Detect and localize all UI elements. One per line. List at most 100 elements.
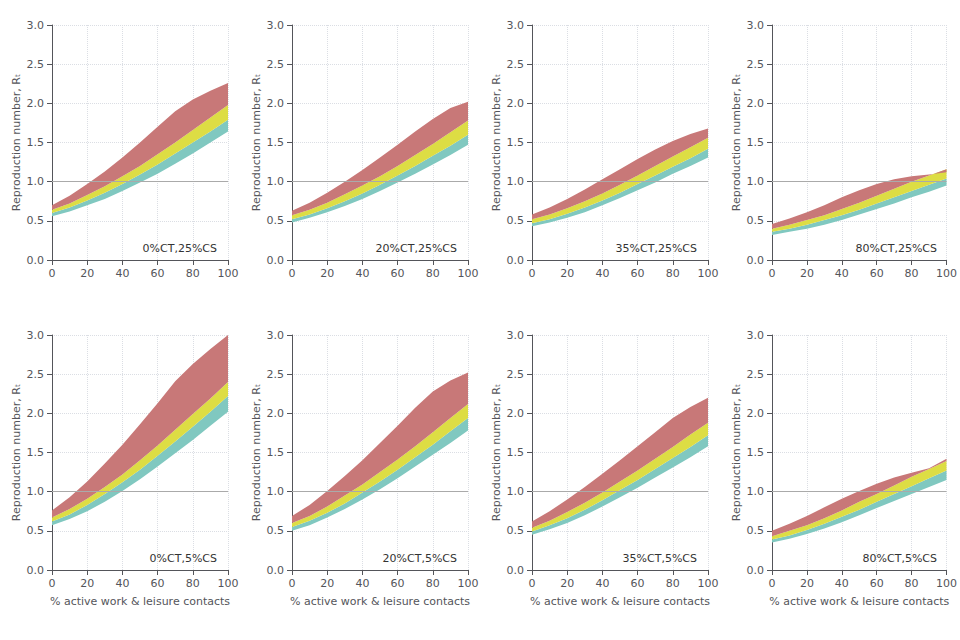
svg-text:1.0: 1.0: [27, 175, 45, 188]
svg-text:0.5: 0.5: [747, 524, 765, 537]
svg-text:0.0: 0.0: [27, 254, 45, 267]
svg-text:Reproduction number, Rₜ: Reproduction number, Rₜ: [730, 74, 743, 211]
svg-text:2.0: 2.0: [27, 97, 45, 110]
svg-text:0.0: 0.0: [27, 564, 45, 577]
svg-text:0%CT,5%CS: 0%CT,5%CS: [150, 552, 217, 565]
svg-text:0: 0: [49, 267, 56, 280]
svg-text:20%CT,5%CS: 20%CT,5%CS: [383, 552, 457, 565]
svg-text:2.0: 2.0: [267, 407, 285, 420]
svg-text:1.5: 1.5: [27, 136, 45, 149]
svg-text:% active work & leisure contac: % active work & leisure contacts: [290, 595, 470, 608]
svg-text:100: 100: [218, 577, 239, 590]
svg-text:1.5: 1.5: [507, 446, 525, 459]
svg-text:0.0: 0.0: [747, 564, 765, 577]
svg-text:1.5: 1.5: [27, 446, 45, 459]
svg-text:0.5: 0.5: [27, 214, 45, 227]
svg-text:100: 100: [936, 577, 957, 590]
svg-text:2.0: 2.0: [27, 407, 45, 420]
svg-text:2.5: 2.5: [267, 368, 285, 381]
svg-text:2.0: 2.0: [267, 97, 285, 110]
svg-text:Reproduction number, Rₜ: Reproduction number, Rₜ: [490, 74, 503, 211]
svg-text:3.0: 3.0: [747, 19, 765, 32]
svg-text:1.5: 1.5: [267, 446, 285, 459]
svg-text:20: 20: [80, 577, 94, 590]
svg-text:100: 100: [458, 267, 479, 280]
svg-text:80: 80: [186, 577, 200, 590]
svg-text:0: 0: [289, 267, 296, 280]
svg-text:1.0: 1.0: [507, 485, 525, 498]
svg-text:2.5: 2.5: [267, 58, 285, 71]
svg-text:0.0: 0.0: [507, 564, 525, 577]
svg-text:0: 0: [529, 577, 536, 590]
svg-text:100: 100: [936, 267, 957, 280]
svg-text:60: 60: [151, 577, 165, 590]
svg-text:40: 40: [115, 577, 129, 590]
svg-text:2.5: 2.5: [747, 368, 765, 381]
svg-text:20: 20: [320, 577, 334, 590]
svg-text:20: 20: [80, 267, 94, 280]
svg-text:0.0: 0.0: [267, 564, 285, 577]
svg-text:0: 0: [529, 267, 536, 280]
svg-text:40: 40: [115, 267, 129, 280]
svg-text:80: 80: [666, 577, 680, 590]
svg-text:1.0: 1.0: [27, 485, 45, 498]
svg-text:Reproduction number, Rₜ: Reproduction number, Rₜ: [10, 74, 23, 211]
svg-text:0.0: 0.0: [747, 254, 765, 267]
svg-text:0.5: 0.5: [507, 214, 525, 227]
svg-text:1.5: 1.5: [507, 136, 525, 149]
svg-text:80: 80: [905, 267, 919, 280]
svg-text:3.0: 3.0: [267, 19, 285, 32]
svg-text:80: 80: [666, 267, 680, 280]
svg-text:2.5: 2.5: [27, 58, 45, 71]
svg-text:60: 60: [151, 267, 165, 280]
svg-text:60: 60: [391, 267, 405, 280]
svg-text:0.5: 0.5: [747, 214, 765, 227]
svg-text:80: 80: [186, 267, 200, 280]
svg-text:0: 0: [289, 577, 296, 590]
svg-text:20: 20: [800, 577, 814, 590]
svg-text:1.5: 1.5: [747, 446, 765, 459]
svg-text:35%CT,5%CS: 35%CT,5%CS: [623, 552, 697, 565]
svg-text:80: 80: [426, 577, 440, 590]
svg-text:40: 40: [835, 267, 849, 280]
svg-text:0.5: 0.5: [507, 524, 525, 537]
svg-text:0: 0: [769, 577, 776, 590]
svg-text:1.0: 1.0: [747, 175, 765, 188]
svg-text:2.0: 2.0: [507, 407, 525, 420]
svg-text:1.0: 1.0: [267, 485, 285, 498]
svg-text:80: 80: [905, 577, 919, 590]
svg-text:100: 100: [458, 577, 479, 590]
svg-text:40: 40: [595, 267, 609, 280]
svg-text:20%CT,25%CS: 20%CT,25%CS: [376, 242, 457, 255]
svg-text:3.0: 3.0: [27, 329, 45, 342]
svg-text:0.0: 0.0: [267, 254, 285, 267]
svg-text:20: 20: [560, 267, 574, 280]
svg-text:40: 40: [835, 577, 849, 590]
svg-text:3.0: 3.0: [27, 19, 45, 32]
svg-text:35%CT,25%CS: 35%CT,25%CS: [616, 242, 697, 255]
svg-text:2.5: 2.5: [747, 58, 765, 71]
svg-text:0.5: 0.5: [27, 524, 45, 537]
svg-text:60: 60: [870, 267, 884, 280]
svg-text:60: 60: [870, 577, 884, 590]
svg-text:60: 60: [631, 577, 645, 590]
svg-text:2.0: 2.0: [747, 97, 765, 110]
svg-text:20: 20: [560, 577, 574, 590]
svg-text:Reproduction number, Rₜ: Reproduction number, Rₜ: [250, 74, 263, 211]
svg-text:1.0: 1.0: [267, 175, 285, 188]
svg-text:80%CT,5%CS: 80%CT,5%CS: [863, 552, 937, 565]
svg-text:0%CT,25%CS: 0%CT,25%CS: [143, 242, 217, 255]
svg-text:1.5: 1.5: [267, 136, 285, 149]
svg-text:20: 20: [320, 267, 334, 280]
svg-text:2.5: 2.5: [507, 368, 525, 381]
svg-text:2.5: 2.5: [27, 368, 45, 381]
svg-text:20: 20: [800, 267, 814, 280]
svg-text:100: 100: [698, 267, 719, 280]
svg-text:100: 100: [218, 267, 239, 280]
svg-text:0: 0: [769, 267, 776, 280]
svg-text:Reproduction number, Rₜ: Reproduction number, Rₜ: [10, 384, 23, 521]
svg-text:40: 40: [355, 577, 369, 590]
svg-text:2.0: 2.0: [747, 407, 765, 420]
svg-text:Reproduction number, Rₜ: Reproduction number, Rₜ: [730, 384, 743, 521]
svg-text:Reproduction number, Rₜ: Reproduction number, Rₜ: [250, 384, 263, 521]
